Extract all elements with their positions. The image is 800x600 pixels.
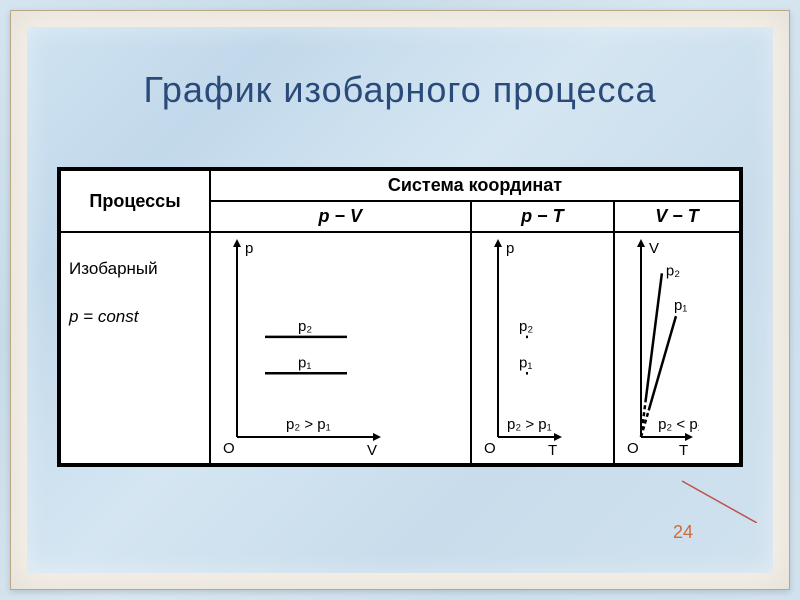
process-name: Изобарный bbox=[69, 259, 201, 279]
svg-text:T: T bbox=[548, 442, 557, 459]
chart-pv: p V Op₂ p₁ p₂ > p₁ bbox=[211, 233, 470, 463]
slide-title: График изобарного процесса bbox=[27, 69, 773, 111]
process-cell: Изобарный p = const bbox=[60, 232, 210, 464]
process-condition: p = const bbox=[69, 307, 201, 327]
svg-text:p₂ > p₁: p₂ > p₁ bbox=[286, 416, 331, 433]
svg-text:p₂: p₂ bbox=[519, 318, 533, 335]
svg-text:p: p bbox=[245, 240, 253, 257]
svg-text:V: V bbox=[649, 240, 659, 257]
outer-frame: График изобарного процесса Процессы Сист… bbox=[10, 10, 790, 590]
chart-vt-cell: V T Op₂ p₁ p₂ < p₁ bbox=[614, 232, 740, 464]
chart-pv-cell: p V Op₂ p₁ p₂ > p₁ bbox=[210, 232, 471, 464]
inner-panel: График изобарного процесса Процессы Сист… bbox=[27, 27, 773, 573]
chart-pt-cell: p T Op₂ p₁ p₂ > p₁ bbox=[471, 232, 614, 464]
subheader-pt: p − T bbox=[471, 201, 614, 232]
subheader-pv: p − V bbox=[210, 201, 471, 232]
svg-text:p₁: p₁ bbox=[519, 354, 532, 371]
header-system: Система координат bbox=[210, 170, 740, 201]
svg-text:T: T bbox=[679, 442, 688, 459]
chart-pt: p T Op₂ p₁ p₂ > p₁ bbox=[472, 233, 613, 463]
svg-text:O: O bbox=[484, 440, 496, 457]
svg-text:p: p bbox=[506, 240, 514, 257]
svg-text:p₂ < p₁: p₂ < p₁ bbox=[658, 416, 699, 433]
process-table: Процессы Система координат p − V p − T V… bbox=[57, 167, 743, 467]
chart-vt: V T Op₂ p₁ p₂ < p₁ bbox=[615, 233, 739, 463]
svg-text:p₂ > p₁: p₂ > p₁ bbox=[507, 416, 552, 433]
page-number: 24 bbox=[673, 522, 693, 543]
svg-text:p₁: p₁ bbox=[298, 354, 311, 371]
svg-text:O: O bbox=[627, 440, 639, 457]
decorative-corner-line bbox=[657, 463, 757, 523]
subheader-vt: V − T bbox=[614, 201, 740, 232]
svg-text:p₂: p₂ bbox=[666, 262, 680, 279]
header-processes: Процессы bbox=[60, 170, 210, 232]
svg-text:V: V bbox=[367, 442, 377, 459]
svg-text:p₁: p₁ bbox=[674, 297, 687, 314]
svg-text:p₂: p₂ bbox=[298, 318, 312, 335]
svg-text:O: O bbox=[223, 440, 235, 457]
